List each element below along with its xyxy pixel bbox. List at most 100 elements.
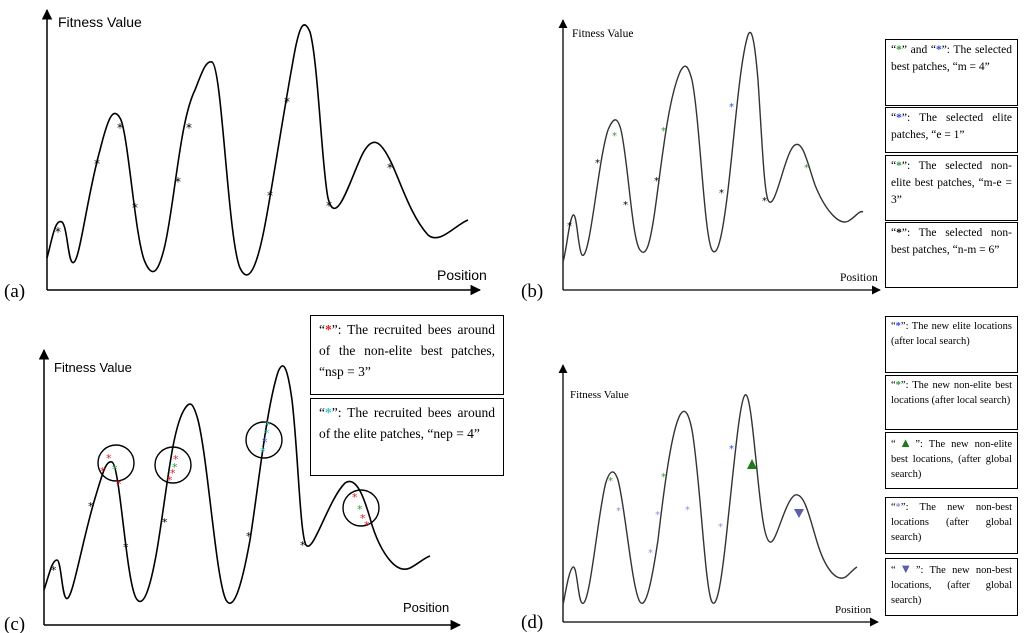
legend-text: ”: The recruited bees around of the elit…: [319, 405, 495, 441]
bee-markers: * * * * * * * * * * * * * * * * * * * * …: [51, 419, 370, 577]
legend-elite-patches: “*”: The selected elite patches, “e = 1”: [885, 107, 1018, 153]
panel-label: (b): [521, 281, 543, 302]
bee-markers: * * * * * * * * * *: [567, 102, 809, 232]
bee-marker: *: [729, 102, 734, 113]
bee-marker: *: [300, 539, 306, 552]
cyan-star-symbol: *: [325, 405, 332, 420]
elite-patch-circle: [154, 446, 192, 484]
bee-marker: *: [116, 478, 122, 491]
green-star-symbol: *: [896, 160, 902, 172]
bee-marker: *: [718, 522, 723, 533]
x-axis-label: Position: [835, 604, 872, 616]
quote-open: “: [891, 44, 897, 56]
elite-patch-circle: [342, 489, 380, 527]
quote-open: “: [319, 322, 325, 337]
bee-marker: *: [112, 463, 118, 476]
bee-marker: *: [364, 519, 370, 532]
bee-marker: *: [595, 158, 600, 169]
green-star-symbol: *: [896, 44, 902, 56]
legend-text: ”: The selected best patches, “m = 4”: [891, 44, 1012, 73]
legend-text: ”: The new non-best locations, (after gl…: [891, 565, 1012, 606]
panel-c: Fitness Value Position (c) * * * * * * *…: [4, 348, 462, 633]
bee-marker: *: [804, 163, 809, 174]
legend-non-best-patches: “*”: The selected non-best patches, “n-m…: [885, 222, 1018, 288]
bee-marker: *: [265, 419, 271, 432]
y-axis-label: Fitness Value: [54, 360, 132, 375]
legend-text: ”: The recruited bees around of the non-…: [319, 322, 495, 379]
legend-text: ”: The selected non-best patches, “n-m =…: [891, 227, 1012, 256]
x-axis-label: Position: [437, 267, 487, 283]
legend-text: ” and “: [901, 44, 936, 56]
elite-patch-circle: [245, 421, 283, 459]
panel-d: Fitness Value Position (d) * * * * * * *…: [521, 364, 879, 633]
bee-marker: *: [186, 121, 192, 135]
bee-marker: *: [162, 516, 168, 529]
bee-marker: *: [172, 461, 178, 474]
quote-open: “: [319, 405, 325, 420]
legend-text: ”: The selected elite patches, “e = 1”: [891, 112, 1012, 141]
quote-open: “: [891, 565, 896, 576]
x-axis-label: Position: [840, 272, 878, 284]
bee-marker: *: [175, 175, 181, 189]
bee-marker: *: [655, 510, 660, 521]
bee-marker: *: [106, 452, 112, 465]
bee-marker: *: [55, 225, 61, 239]
bee-marker: *: [612, 131, 617, 142]
fitness-curve: [46, 24, 469, 276]
legend-recruited-elite: “*”: The recruited bees around of the el…: [310, 398, 504, 476]
blue-star-symbol: *: [895, 321, 901, 332]
bee-marker: *: [170, 467, 176, 480]
bee-marker: *: [123, 541, 129, 554]
x-axis-label: Position: [403, 600, 449, 615]
y-axis-label: Fitness Value: [570, 389, 629, 401]
bee-marker: *: [94, 157, 100, 171]
bee-marker: *: [88, 500, 94, 513]
bee-marker: *: [352, 491, 358, 504]
legend-new-non-elite-global: “▲”: The new non-elite best locations, (…: [885, 432, 1018, 489]
legend-best-patches: “*” and “*”: The selected best patches, …: [885, 39, 1018, 106]
fitness-curve: [562, 394, 858, 606]
quote-open: “: [891, 321, 896, 332]
bee-marker: *: [654, 176, 659, 187]
panel-label: (c): [4, 614, 25, 633]
bee-marker: *: [360, 512, 366, 525]
bee-marker: *: [167, 474, 173, 487]
blue-triangle-down-icon: ▼: [895, 561, 916, 576]
bee-marker: *: [132, 201, 138, 215]
bee-marker: *: [267, 189, 273, 203]
bee-marker: *: [616, 506, 621, 517]
bee-marker: *: [729, 444, 734, 455]
lavender-star-symbol: *: [895, 502, 901, 513]
bee-marker: *: [326, 199, 332, 213]
panel-b: Fitness Value Position (b) * * * * * * *…: [521, 19, 881, 302]
bee-marker: *: [567, 221, 572, 232]
bee-marker: *: [264, 427, 270, 440]
bee-marker: *: [661, 126, 666, 137]
legend-new-non-elite-local: “*”: The new non-elite best locations (a…: [885, 375, 1018, 430]
bee-marker: *: [648, 548, 653, 559]
legend-text: ”: The new non-elite best locations (aft…: [891, 380, 1012, 406]
bee-marker: *: [608, 476, 613, 487]
bee-markers: * * * * * * * *: [608, 444, 804, 559]
blue-down-triangle-marker: [794, 509, 804, 518]
quote-open: “: [891, 227, 897, 239]
panel-label: (d): [521, 612, 543, 633]
bee-marker: *: [51, 564, 57, 577]
red-star-symbol: *: [325, 322, 332, 337]
bee-marker: *: [117, 121, 123, 135]
panel-label: (a): [4, 281, 25, 302]
bee-markers: * * * * * * * * * *: [55, 95, 393, 239]
bee-marker: *: [762, 196, 767, 207]
quote-open: “: [891, 439, 896, 450]
bee-marker: *: [719, 188, 724, 199]
y-axis-label: Fitness Value: [572, 28, 633, 40]
bee-marker: *: [262, 436, 268, 449]
green-star-symbol: *: [895, 380, 901, 391]
legend-text: ”: The new elite locations (after local …: [891, 321, 1012, 347]
legend-non-elite-best-patches: “*”: The selected non-elite best patches…: [885, 155, 1018, 221]
fitness-curve: [562, 31, 864, 263]
quote-open: “: [891, 380, 896, 391]
panel-a: Fitness Value Position (a) * * * * * * *…: [4, 8, 487, 302]
quote-open: “: [891, 160, 897, 172]
legend-new-non-best-global-triangle: “▼”: The new non-best locations, (after …: [885, 558, 1018, 616]
